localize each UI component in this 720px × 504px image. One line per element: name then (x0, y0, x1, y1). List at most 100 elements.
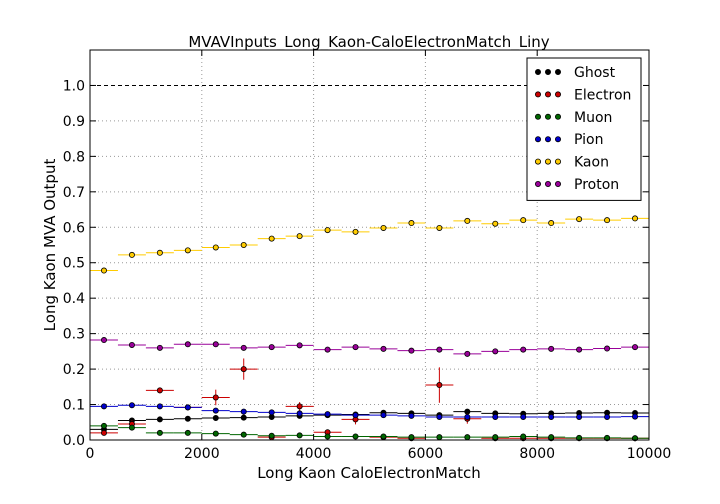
legend-marker (535, 158, 542, 165)
x-tick-label: 8000 (519, 446, 555, 462)
legend-label: Electron (574, 87, 631, 103)
x-tick-label: 2000 (184, 446, 220, 462)
data-point (156, 387, 163, 394)
data-point (184, 247, 191, 254)
data-point (100, 403, 107, 410)
data-point (380, 433, 387, 440)
data-point (240, 414, 247, 421)
data-point (352, 228, 359, 235)
data-point (128, 424, 135, 431)
x-axis-label: Long Kaon CaloElectronMatch (257, 464, 481, 482)
data-point (604, 217, 611, 224)
data-point (240, 241, 247, 248)
data-point (380, 224, 387, 231)
data-point (520, 217, 527, 224)
data-point (492, 413, 499, 420)
legend-entry-kaon: Kaon (535, 155, 609, 171)
data-point (324, 227, 331, 234)
data-point (576, 413, 583, 420)
data-point (156, 344, 163, 351)
data-point (436, 434, 443, 441)
data-point (464, 413, 471, 420)
legend-marker (555, 136, 562, 143)
legend-marker (545, 158, 552, 165)
y-tick-label: 0.3 (63, 327, 85, 343)
data-point (268, 235, 275, 242)
x-tick-label: 4000 (296, 446, 332, 462)
y-tick-label: 0.5 (63, 256, 85, 272)
data-point (492, 220, 499, 227)
series-ghost (90, 408, 649, 433)
legend: Ghost Electron Muon Pion Kaon Proton (526, 57, 642, 201)
chart-title: MVAVInputs_Long_Kaon-CaloElectronMatch_L… (188, 33, 549, 52)
data-point (296, 410, 303, 417)
legend-label: Kaon (574, 155, 609, 171)
data-point (240, 431, 247, 438)
data-point (296, 403, 303, 410)
y-tick-label: 0.6 (63, 220, 85, 236)
data-point (604, 345, 611, 352)
data-point (436, 382, 443, 389)
data-point (156, 249, 163, 256)
y-tick-label: 1.0 (63, 78, 85, 94)
legend-marker (555, 158, 562, 165)
data-point (240, 408, 247, 415)
x-tick-label: 0 (86, 446, 95, 462)
data-point (352, 433, 359, 440)
data-point (212, 430, 219, 437)
legend-entry-proton: Proton (535, 177, 619, 193)
data-point (212, 415, 219, 422)
series-electron (90, 358, 649, 442)
legend-marker (545, 180, 552, 187)
data-point (464, 217, 471, 224)
y-tick-label: 0.7 (63, 185, 85, 201)
y-tick-label: 0.4 (63, 291, 85, 307)
series-pion (90, 402, 649, 420)
data-point (632, 215, 639, 222)
data-point (100, 267, 107, 274)
legend-entry-electron: Electron (535, 87, 631, 103)
data-point (352, 412, 359, 419)
data-point (576, 216, 583, 223)
data-point (324, 346, 331, 353)
data-point (632, 413, 639, 420)
data-point (408, 412, 415, 419)
legend-marker (545, 69, 552, 76)
data-point (184, 429, 191, 436)
legend-marker (535, 69, 542, 76)
data-point (464, 434, 471, 441)
data-point (436, 224, 443, 231)
data-point (408, 220, 415, 227)
data-point (380, 412, 387, 419)
data-point (548, 220, 555, 227)
data-point (408, 434, 415, 441)
series-proton (90, 337, 649, 357)
data-point (128, 251, 135, 258)
y-tick-label: 0.1 (63, 398, 85, 414)
data-point (184, 404, 191, 411)
data-point (296, 233, 303, 240)
legend-box (526, 57, 642, 201)
plot-frame (89, 49, 650, 441)
data-point (268, 344, 275, 351)
data-point (100, 337, 107, 344)
series-kaon (90, 215, 649, 274)
legend-marker (555, 91, 562, 98)
data-point (324, 433, 331, 440)
data-point (352, 344, 359, 351)
x-tick-label: 10000 (627, 446, 672, 462)
legend-marker (535, 113, 542, 120)
data-point (184, 341, 191, 348)
data-point (128, 341, 135, 348)
axis-ticks: 0 2000 4000 6000 8000 10000 0.0 0.1 0.2 0.3 0.4 0.5… (63, 50, 672, 462)
legend-label: Ghost (574, 65, 616, 81)
legend-marker (535, 180, 542, 187)
legend-marker (535, 136, 542, 143)
data-point (100, 422, 107, 429)
data-point (604, 413, 611, 420)
data-point (632, 344, 639, 351)
data-point (296, 342, 303, 349)
data-point (324, 411, 331, 418)
data-point (520, 433, 527, 440)
